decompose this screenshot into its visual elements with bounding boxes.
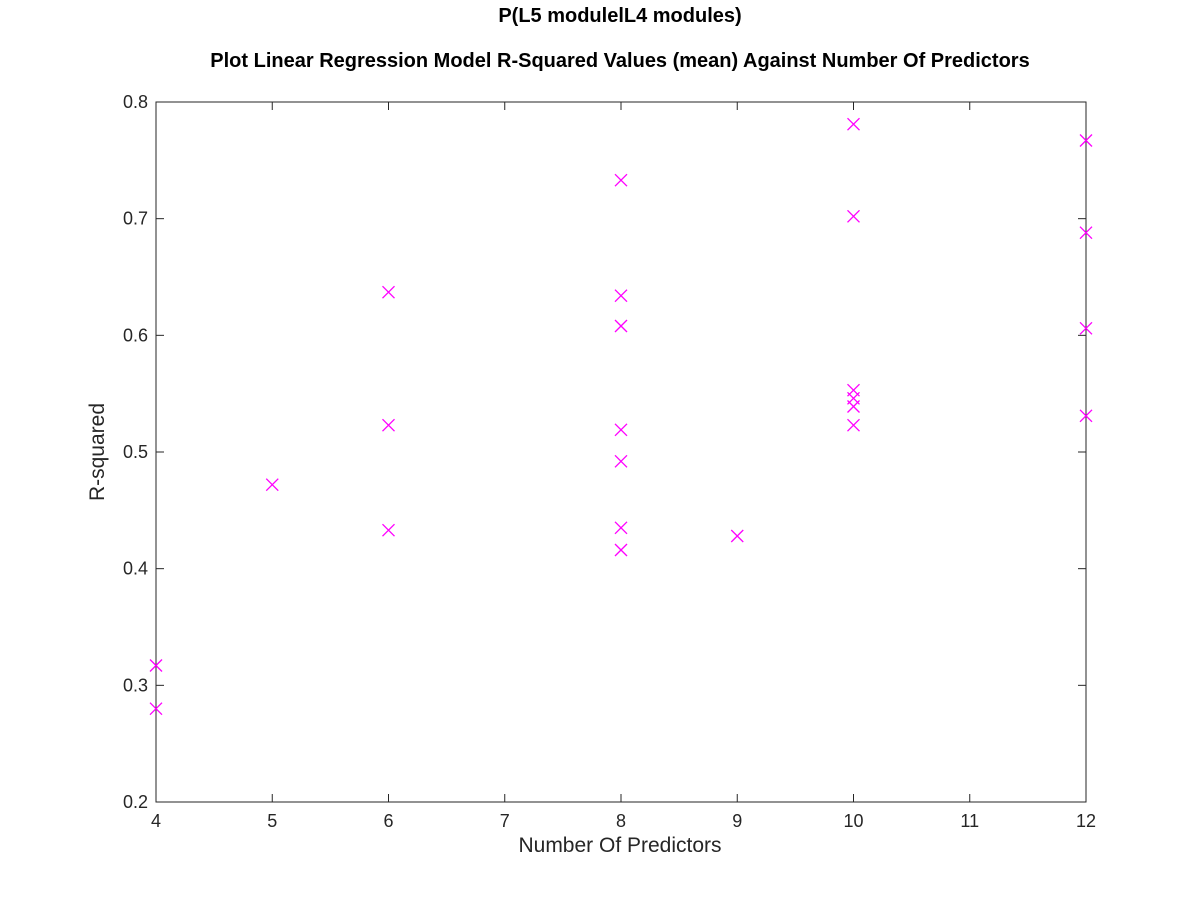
data-point-marker	[382, 418, 395, 432]
data-point-marker	[382, 285, 395, 299]
x-tick-label: 4	[151, 811, 161, 831]
data-point-marker	[149, 659, 163, 672]
x-tick-label: 11	[960, 811, 979, 831]
y-tick-label: 0.6	[123, 325, 148, 345]
data-point-marker	[847, 400, 860, 413]
data-point-marker	[730, 529, 744, 543]
data-point-marker	[614, 454, 628, 468]
y-tick-label: 0.7	[123, 209, 148, 229]
x-tick-label: 8	[616, 811, 626, 831]
x-tick-label: 7	[500, 811, 510, 831]
y-axis-label: R-squared	[86, 403, 109, 501]
y-tick-label: 0.8	[123, 92, 148, 112]
y-tick-label: 0.4	[123, 559, 148, 579]
y-axis: 0.2 0.3 0.4 0.5 0.6 0.7 0.8	[123, 92, 1086, 812]
data-point-marker	[1079, 409, 1093, 423]
data-point-marker	[847, 209, 860, 223]
y-tick-label: 0.5	[123, 442, 148, 462]
data-point-marker	[1079, 321, 1093, 335]
data-point-marker	[847, 117, 860, 131]
axes-box	[155, 101, 1087, 803]
data-point-marker	[614, 521, 628, 535]
data-point-marker	[149, 702, 163, 716]
data-point-marker	[614, 543, 628, 557]
chart-subtitle: Plot Linear Regression Model R-Squared V…	[210, 50, 1029, 72]
data-point-marker	[382, 523, 395, 537]
y-tick-label: 0.3	[123, 675, 148, 695]
x-tick-label: 6	[383, 811, 393, 831]
data-points	[149, 117, 1093, 716]
plot-area	[155, 101, 1087, 803]
chart-title: P(L5 modulelL4 modules)	[498, 5, 741, 27]
x-axis: 4 5 6 7 8 9 10 11 12	[151, 102, 1096, 831]
x-tick-label: 12	[1076, 811, 1096, 831]
x-tick-label: 10	[843, 811, 863, 831]
data-point-marker	[1079, 226, 1093, 240]
x-axis-label: Number Of Predictors	[518, 834, 721, 857]
x-tick-label: 5	[267, 811, 277, 831]
y-tick-label: 0.2	[123, 792, 148, 812]
data-point-marker	[614, 423, 628, 437]
data-point-marker	[614, 173, 628, 187]
data-point-marker	[614, 319, 628, 333]
data-point-marker	[847, 418, 860, 432]
x-tick-label: 9	[732, 811, 742, 831]
data-point-marker	[1079, 134, 1093, 147]
data-point-marker	[614, 289, 628, 303]
data-point-marker	[265, 478, 279, 492]
